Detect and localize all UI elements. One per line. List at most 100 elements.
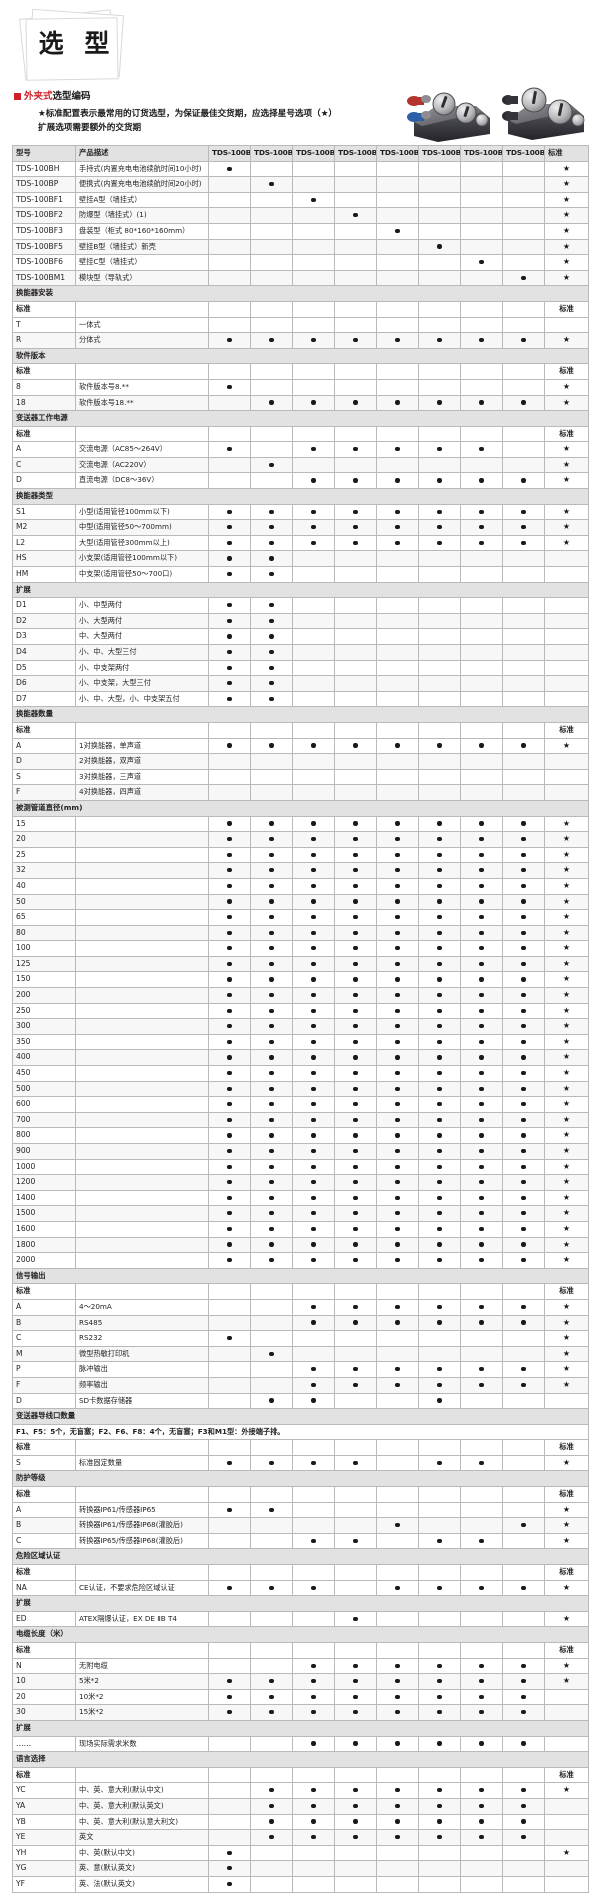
table-row[interactable]: T 一体式 bbox=[12, 316, 589, 334]
table-row[interactable]: F 4对换能器，四声道 bbox=[12, 784, 589, 801]
table-row[interactable]: 900 ★ bbox=[12, 1143, 589, 1160]
table-row[interactable]: 700 ★ bbox=[12, 1111, 589, 1129]
filled-dot-icon bbox=[311, 837, 316, 842]
table-row[interactable]: A 4～20mA ★ bbox=[12, 1298, 589, 1316]
table-row[interactable]: P 脉冲输出 ★ bbox=[12, 1361, 589, 1378]
table-row[interactable]: D2 小、大型两付 bbox=[12, 612, 589, 630]
subheader-model-cell bbox=[502, 363, 545, 380]
table-row[interactable]: 400 ★ bbox=[12, 1049, 589, 1067]
standard-cell: ★ bbox=[544, 893, 589, 911]
table-row[interactable]: A 交流电源（AC85～264V） ★ bbox=[12, 441, 589, 458]
availability-cell-m7 bbox=[460, 612, 503, 630]
table-row[interactable]: A 1对换能器，单声道 ★ bbox=[12, 737, 589, 755]
subheader-model-cell bbox=[460, 363, 503, 380]
table-row[interactable]: D6 小、中支架，大型三付 bbox=[12, 675, 589, 692]
table-row[interactable]: 2000 ★ bbox=[12, 1252, 589, 1269]
table-row[interactable]: TDS-100BF2 防爆型（墙挂式）(1) ★ bbox=[12, 207, 589, 224]
table-row[interactable]: 18 软件版本号18.** ★ bbox=[12, 394, 589, 412]
row-description bbox=[75, 1049, 209, 1067]
table-row[interactable]: D4 小、中、大型三付 bbox=[12, 644, 589, 661]
table-row[interactable]: 500 ★ bbox=[12, 1080, 589, 1098]
table-row[interactable]: B 转换器IP61/传感器IP68(灌胶后) ★ bbox=[12, 1517, 589, 1534]
table-row[interactable]: 300 ★ bbox=[12, 1018, 589, 1035]
table-row[interactable]: 40 ★ bbox=[12, 877, 589, 895]
table-row[interactable]: 80 ★ bbox=[12, 924, 589, 942]
table-row[interactable]: YA 中、英、意大利(默认英文) bbox=[12, 1797, 589, 1815]
table-row[interactable]: M 微型热敏打印机 ★ bbox=[12, 1345, 589, 1363]
table-row[interactable]: 20 ★ bbox=[12, 831, 589, 848]
table-row[interactable]: C RS232 ★ bbox=[12, 1330, 589, 1347]
table-row[interactable]: HM 中支架(适用管径50～700口) bbox=[12, 566, 589, 583]
table-row[interactable]: D 2对换能器，双声道 bbox=[12, 753, 589, 770]
table-row[interactable]: TDS-100BF3 盘装型（柜式 80*160*160mm） ★ bbox=[12, 222, 589, 240]
table-row[interactable]: ED ATEX隔爆认证，EX DE ⅡB T4 ★ bbox=[12, 1610, 589, 1628]
table-row[interactable]: YF 英、法(默认英文) bbox=[12, 1875, 589, 1893]
table-row[interactable]: D7 小、中、大型，小、中支架五付 bbox=[12, 690, 589, 708]
table-row[interactable]: 250 ★ bbox=[12, 1002, 589, 1020]
table-row[interactable]: S1 小型(适用管径100mm以下) ★ bbox=[12, 503, 589, 521]
table-row[interactable]: A 转换器IP61/传感器IP65 ★ bbox=[12, 1501, 589, 1519]
table-row[interactable]: D5 小、中支架两付 bbox=[12, 659, 589, 677]
table-row[interactable]: M2 中型(适用管径50～700mm) ★ bbox=[12, 519, 589, 536]
table-row[interactable]: 100 ★ bbox=[12, 940, 589, 957]
table-row[interactable]: NA CE认证，不要求危险区域认证 ★ bbox=[12, 1579, 589, 1597]
table-row[interactable]: C 交流电源（AC220V） ★ bbox=[12, 456, 589, 474]
table-row[interactable]: YB 中、英、意大利(默认意大利文) bbox=[12, 1813, 589, 1831]
table-row[interactable]: D3 中、大型两付 bbox=[12, 628, 589, 645]
table-row[interactable]: 10 5米*2 ★ bbox=[12, 1673, 589, 1690]
table-row[interactable]: 30 15米*2 bbox=[12, 1704, 589, 1721]
table-row[interactable]: 150 ★ bbox=[12, 971, 589, 989]
table-row[interactable]: YE 英文 bbox=[12, 1829, 589, 1846]
availability-cell-m3 bbox=[292, 534, 335, 552]
availability-cell-m1 bbox=[208, 597, 251, 614]
table-row[interactable]: 1600 ★ bbox=[12, 1220, 589, 1238]
table-row[interactable]: TDS-100BP 便携式(内置充电电池续航时间20小时) ★ bbox=[12, 176, 589, 193]
table-row[interactable]: 350 ★ bbox=[12, 1033, 589, 1051]
table-row[interactable]: HS 小支架(适用管径100mm以下) bbox=[12, 550, 589, 568]
table-row[interactable]: 32 ★ bbox=[12, 862, 589, 879]
availability-cell-m4 bbox=[334, 1782, 377, 1799]
table-row[interactable]: TDS-100BH 手持式(内置充电电池续航时间10小时) ★ bbox=[12, 160, 589, 178]
table-row[interactable]: D1 小、中型两付 bbox=[12, 597, 589, 614]
group-label: 变送器工作电源 bbox=[12, 410, 589, 427]
table-row[interactable]: B RS485 ★ bbox=[12, 1314, 589, 1332]
table-row[interactable]: 8 软件版本号8.** ★ bbox=[12, 378, 589, 396]
table-row[interactable]: 1200 ★ bbox=[12, 1174, 589, 1191]
subheader-model-cell bbox=[292, 1439, 335, 1456]
table-row[interactable]: YG 英、意(默认英文) bbox=[12, 1860, 589, 1877]
table-row[interactable]: 1800 ★ bbox=[12, 1236, 589, 1254]
table-row[interactable]: S 3对换能器，三声道 bbox=[12, 768, 589, 786]
filled-dot-icon bbox=[311, 852, 316, 857]
table-row[interactable]: R 分体式 ★ bbox=[12, 332, 589, 349]
table-row[interactable]: 1400 ★ bbox=[12, 1189, 589, 1207]
table-row[interactable]: 1500 ★ bbox=[12, 1205, 589, 1222]
star-icon: ★ bbox=[562, 1068, 571, 1078]
table-row[interactable]: 50 ★ bbox=[12, 893, 589, 911]
table-row[interactable]: 1000 ★ bbox=[12, 1158, 589, 1176]
availability-cell-m1 bbox=[208, 1330, 251, 1347]
table-row[interactable]: 200 ★ bbox=[12, 987, 589, 1004]
table-row[interactable]: 15 ★ bbox=[12, 815, 589, 833]
table-row[interactable]: 65 ★ bbox=[12, 909, 589, 926]
table-row[interactable]: TDS-100BM1 模块型（导轨式） ★ bbox=[12, 269, 589, 287]
table-row[interactable]: …… 现场实际需求米数 bbox=[12, 1735, 589, 1753]
table-row[interactable]: YC 中、英、意大利(默认中文) ★ bbox=[12, 1782, 589, 1799]
table-row[interactable]: 125 ★ bbox=[12, 955, 589, 973]
table-row[interactable]: L2 大型(适用管径300mm以上) ★ bbox=[12, 534, 589, 552]
table-row[interactable]: N 无附电缆 ★ bbox=[12, 1657, 589, 1675]
table-row[interactable]: YH 中、英(默认中文) ★ bbox=[12, 1844, 589, 1862]
table-row[interactable]: 800 ★ bbox=[12, 1127, 589, 1144]
table-row[interactable]: 25 ★ bbox=[12, 846, 589, 864]
filled-dot-icon bbox=[311, 915, 316, 920]
table-row[interactable]: S 标准固定数量 ★ bbox=[12, 1454, 589, 1472]
table-row[interactable]: 450 ★ bbox=[12, 1065, 589, 1082]
table-row[interactable]: TDS-100BF1 壁挂A型（墙挂式） ★ bbox=[12, 191, 589, 209]
table-row[interactable]: TDS-100BF5 壁挂B型（墙挂式）新壳 ★ bbox=[12, 238, 589, 256]
table-row[interactable]: 600 ★ bbox=[12, 1096, 589, 1113]
table-row[interactable]: F 频率输出 ★ bbox=[12, 1376, 589, 1394]
table-row[interactable]: D 直流电源（DC8～36V） ★ bbox=[12, 472, 589, 490]
table-row[interactable]: D SD卡数据存储器 bbox=[12, 1392, 589, 1410]
table-row[interactable]: TDS-100BF6 壁挂C型（墙挂式） ★ bbox=[12, 254, 589, 271]
table-row[interactable]: C 转换器IP65/传感器IP68(灌胶后) ★ bbox=[12, 1532, 589, 1550]
table-row[interactable]: 20 10米*2 bbox=[12, 1688, 589, 1706]
